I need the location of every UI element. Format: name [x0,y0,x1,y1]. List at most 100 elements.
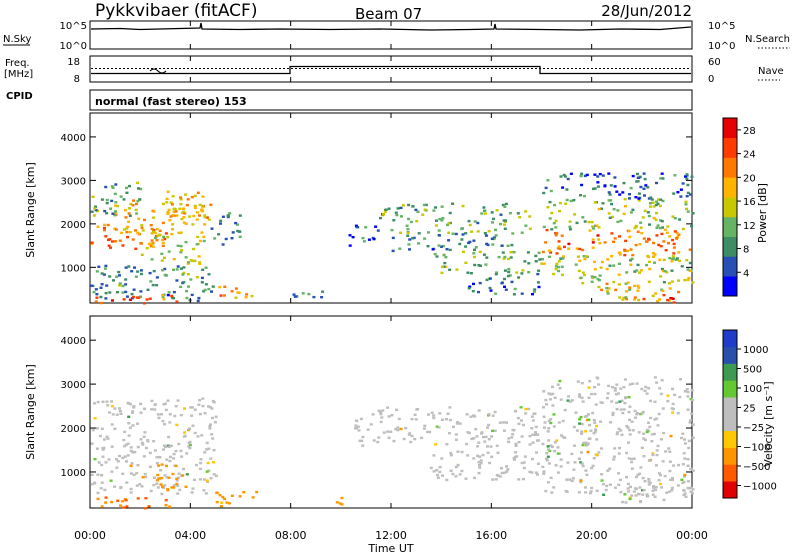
data-cell [520,231,524,234]
data-cell [641,410,645,414]
data-cell [149,244,153,248]
data-cell [643,480,647,483]
data-cell [449,469,453,472]
data-cell [163,423,167,426]
data-cell [642,237,646,240]
data-cell [591,241,595,244]
data-cell [99,487,103,490]
data-cell [151,245,155,248]
data-cell [671,411,675,414]
data-cell [520,461,524,465]
data-cell [414,208,418,212]
data-cell [172,207,176,210]
data-cell [395,213,399,217]
data-cell [647,280,651,283]
data-cell [600,207,603,210]
data-cell [557,240,561,243]
data-cell [198,261,202,264]
data-cell [619,408,623,411]
data-cell [472,282,475,286]
data-cell [132,405,136,408]
data-cell [686,390,690,394]
data-cell [187,445,191,448]
data-cell [541,442,545,446]
data-cell [179,285,183,289]
data-cell [672,257,676,260]
data-cell [151,242,154,245]
data-cell [167,291,171,294]
data-cell [625,424,629,428]
data-cell [614,288,618,292]
data-cell [645,263,649,267]
data-cell [448,211,452,215]
data-cell [109,246,112,249]
data-cell [636,172,639,176]
data-cell [124,266,128,269]
data-cell [478,281,482,285]
data-cell [444,256,448,259]
data-cell [564,202,568,205]
data-cell [200,276,204,280]
data-cell [136,464,140,467]
data-cell [153,231,157,235]
colorbar-tick-label: 16 [743,197,756,208]
data-cell [491,221,494,224]
data-cell [148,451,152,455]
data-cell [593,421,597,425]
data-cell [407,243,411,246]
data-cell [495,271,499,274]
data-cell [166,211,170,214]
data-cell [665,491,669,494]
data-cell [163,273,167,277]
data-cell [550,211,554,215]
data-cell [618,296,622,299]
data-cell [630,457,634,461]
data-cell [627,410,631,414]
data-cell [199,461,203,465]
data-cell [110,423,114,426]
data-cell [175,482,179,486]
data-cell [641,216,645,219]
data-cell [148,297,152,300]
data-cell [354,427,357,430]
data-cell [113,240,117,243]
data-cell [527,271,531,274]
data-cell [152,216,156,219]
data-cell [556,446,560,449]
data-cell [198,478,202,481]
data-cell [114,201,118,204]
data-cell [590,220,594,224]
data-cell [230,237,234,240]
data-cell [534,260,538,263]
data-cell [118,239,122,242]
data-cell [195,243,199,246]
data-cell [121,284,125,288]
data-cell [630,467,634,470]
data-cell [104,185,108,189]
data-cell [531,441,535,444]
data-cell [597,285,601,289]
data-cell [558,387,562,390]
data-cell [128,214,132,217]
data-cell [155,276,159,279]
data-cell [189,278,193,281]
data-cell [580,422,584,426]
data-cell [495,444,499,447]
data-cell [633,296,637,299]
data-cell [392,219,396,222]
data-cell [682,480,686,484]
data-cell [549,251,553,254]
data-cell [652,241,656,245]
data-cell [499,222,502,226]
data-cell [691,398,694,402]
data-cell [100,283,104,286]
data-cell [423,424,427,427]
data-cell [566,461,570,464]
data-cell [652,486,656,489]
data-cell [555,252,559,255]
data-cell [108,411,112,414]
data-cell [96,491,100,495]
data-cell [372,237,376,241]
data-cell [556,471,560,474]
data-cell [676,484,680,487]
